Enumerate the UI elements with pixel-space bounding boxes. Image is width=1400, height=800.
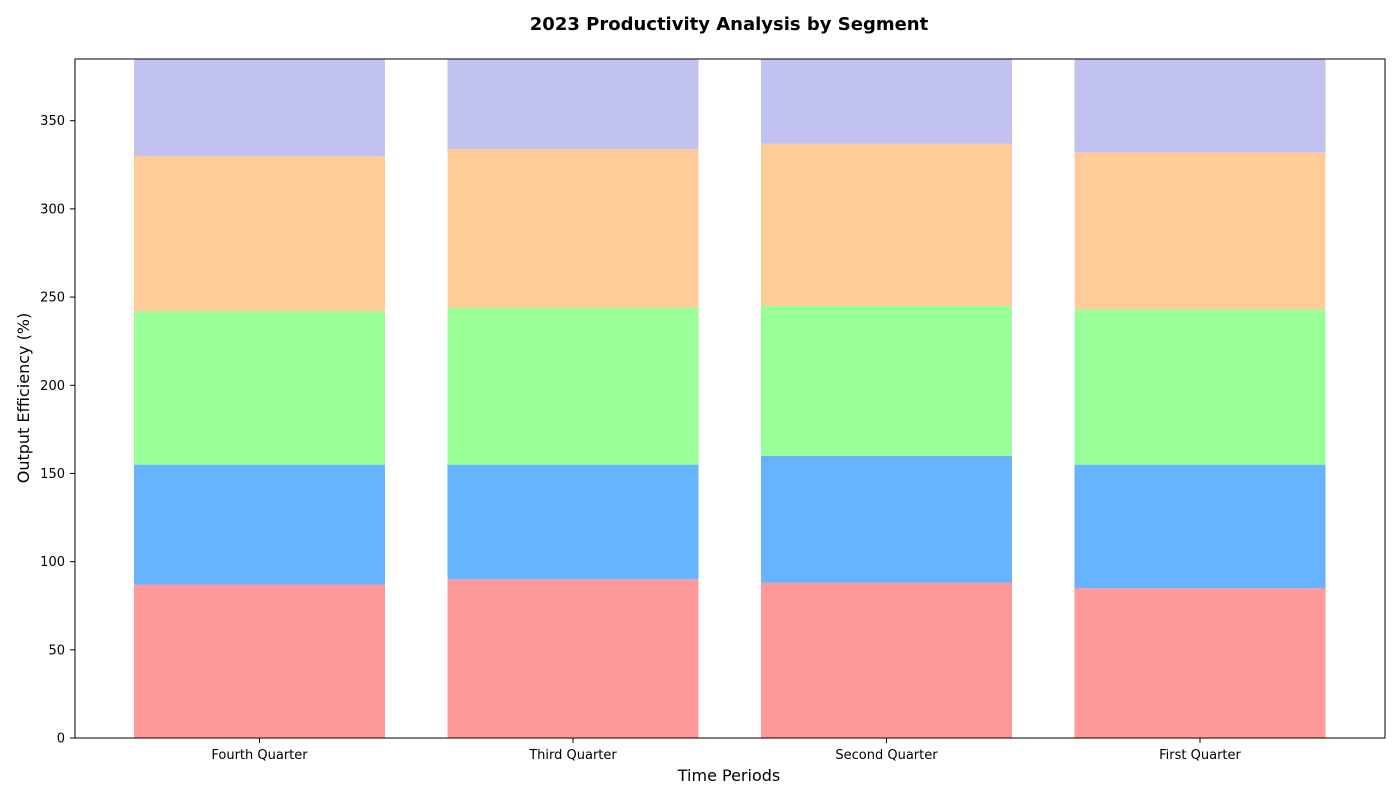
bar-segment-1-third-quarter xyxy=(447,579,699,738)
y-tick-label: 200 xyxy=(40,379,65,394)
bars-group xyxy=(134,59,1326,738)
bar-segment-5-second-quarter xyxy=(761,59,1012,144)
bar-segment-5-first-quarter xyxy=(1074,59,1326,153)
bar-segment-3-fourth-quarter xyxy=(134,311,385,465)
bar-segment-5-third-quarter xyxy=(447,59,699,149)
bar-segment-2-first-quarter xyxy=(1074,464,1326,589)
x-tick-label: Third Quarter xyxy=(528,748,617,763)
bar-segment-5-fourth-quarter xyxy=(134,59,385,156)
y-tick-label: 150 xyxy=(40,467,65,482)
bar-segment-3-first-quarter xyxy=(1074,309,1326,465)
bar-segment-2-fourth-quarter xyxy=(134,464,385,585)
y-tick-label: 300 xyxy=(40,202,65,217)
x-tick-label: First Quarter xyxy=(1159,748,1241,763)
y-tick-label: 50 xyxy=(48,643,65,658)
bar-segment-2-third-quarter xyxy=(447,464,699,580)
bar-segment-3-second-quarter xyxy=(761,305,1012,456)
bar-segment-4-third-quarter xyxy=(447,148,699,308)
bar-segment-4-first-quarter xyxy=(1074,152,1326,310)
y-axis-label: Output Efficiency (%) xyxy=(14,313,33,484)
bar-segment-3-third-quarter xyxy=(447,307,699,465)
y-tick-label: 100 xyxy=(40,555,65,570)
x-axis-label: Time Periods xyxy=(677,766,780,785)
y-tick-label: 350 xyxy=(40,114,65,129)
plot-frame xyxy=(74,58,1386,739)
y-tick-label: 250 xyxy=(40,291,65,306)
x-axis: Fourth Quarter Third Quarter Second Quarte… xyxy=(211,738,1242,763)
bar-segment-4-fourth-quarter xyxy=(134,156,385,312)
bar-segment-1-fourth-quarter xyxy=(134,584,385,738)
bar-segment-4-second-quarter xyxy=(761,143,1012,306)
y-tick-label: 0 xyxy=(57,732,65,747)
bar-segment-1-second-quarter xyxy=(761,582,1012,738)
x-tick-label: Fourth Quarter xyxy=(211,748,308,763)
x-tick-label: Second Quarter xyxy=(835,748,938,763)
chart-title: 2023 Productivity Analysis by Segment xyxy=(530,14,929,35)
bar-segment-1-first-quarter xyxy=(1074,588,1326,738)
y-axis: 0 50 100 150 200 250 300 350 xyxy=(40,114,75,747)
bar-segment-2-second-quarter xyxy=(761,455,1012,583)
